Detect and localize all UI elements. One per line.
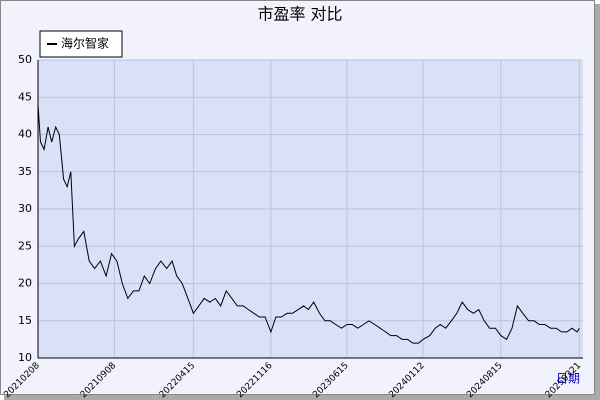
y-tick-label: 50 xyxy=(18,53,32,66)
line xyxy=(37,104,580,344)
legend-label: 海尔智家 xyxy=(61,36,109,51)
shadow xyxy=(4,395,600,400)
y-tick-label: 35 xyxy=(18,165,32,178)
y-tick-label: 10 xyxy=(18,351,32,364)
y-tick-label: 45 xyxy=(18,90,32,103)
chart-title: 市盈率 对比 xyxy=(257,5,342,24)
y-tick-label: 20 xyxy=(18,277,32,290)
x-axis-label: 日期 xyxy=(556,372,580,386)
y-tick-label: 15 xyxy=(18,314,32,327)
y-tick-label: 30 xyxy=(18,202,32,215)
y-tick-label: 40 xyxy=(18,128,32,141)
y-tick-label: 25 xyxy=(18,239,32,252)
shadow xyxy=(595,4,600,400)
